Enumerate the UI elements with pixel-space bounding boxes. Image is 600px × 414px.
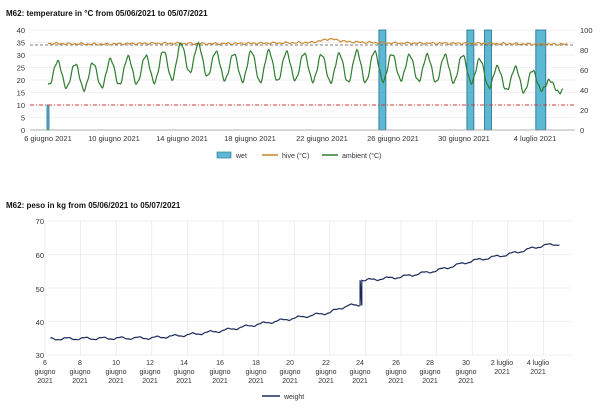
y-left-tick-35: 35	[17, 39, 25, 48]
y-right-tick-100: 100	[580, 26, 593, 35]
weight-chart-title: M62: peso in kg from 05/06/2021 to 05/07…	[6, 201, 181, 210]
wx-tick-12-giugno: 12 giugno 2021	[139, 360, 160, 385]
x-tick-4-luglio: 4 luglio 2021	[514, 134, 557, 143]
y-left-tick-10: 10	[17, 101, 25, 110]
y-right-tick-40: 40	[580, 86, 588, 95]
y-right-tick-80: 80	[580, 46, 588, 55]
y-right-tick-20: 20	[580, 106, 588, 115]
wx-tick-4-luglio: 4 luglio 2021	[527, 360, 549, 376]
y-left-tick-30: 30	[17, 51, 25, 60]
wx-tick-28-giugno: 28 giugno 2021	[419, 360, 440, 385]
wx-tick-26-giugno: 26 giugno 2021	[385, 360, 406, 385]
wx-tick-16-giugno: 16 giugno 2021	[209, 360, 230, 385]
hive-series-line	[47, 37, 568, 47]
wx-tick-14-giugno: 14 giugno 2021	[173, 360, 194, 385]
weight-chart: M62: peso in kg from 05/06/2021 to 05/07…	[6, 201, 572, 401]
y-tick-30: 30	[36, 351, 44, 360]
temperature-chart-title: M62: temperature in °C from 05/06/2021 t…	[6, 9, 208, 18]
ambient-series-line	[47, 41, 564, 95]
x-tick-30-giugno: 30 giugno 2021	[438, 134, 490, 143]
weight-gridlines	[44, 220, 572, 356]
legend-ambient-label: ambient (°C)	[342, 152, 381, 160]
y-left-tick-25: 25	[17, 64, 25, 73]
weight-series-line	[50, 243, 560, 341]
y-left-tick-40: 40	[17, 26, 25, 35]
legend-wet-swatch	[216, 151, 232, 159]
wx-tick-2-luglio: 2 luglio 2021	[491, 360, 513, 376]
legend-weight-label: weight	[283, 394, 304, 401]
temperature-chart: M62: temperature in °C from 05/06/2021 t…	[6, 9, 593, 160]
x-tick-14-giugno: 14 giugno 2021	[156, 134, 208, 143]
wx-tick-10-giugno: 10 giugno 2021	[105, 360, 126, 385]
x-tick-6-giugno: 6 giugno 2021	[24, 134, 72, 143]
wx-tick-6-giugno: 6 giugno 2021	[34, 360, 55, 385]
x-tick-26-giugno: 26 giugno 2021	[367, 134, 419, 143]
wet-bar-0	[46, 104, 50, 131]
y-right-tick-60: 60	[580, 66, 588, 75]
x-tick-18-giugno: 18 giugno 2021	[224, 134, 276, 143]
wx-tick-8-giugno: 8 giugno 2021	[69, 360, 90, 385]
y-tick-70: 70	[36, 217, 44, 226]
x-tick-10-giugno: 10 giugno 2021	[88, 134, 140, 143]
y-tick-50: 50	[36, 285, 44, 294]
wx-tick-24-giugno: 24 giugno 2021	[349, 360, 370, 385]
legend-wet-label: wet	[235, 153, 247, 160]
wx-tick-30-giugno: 30 giugno 2021	[455, 360, 476, 385]
wx-tick-18-giugno: 18 giugno 2021	[245, 360, 266, 385]
y-tick-60: 60	[36, 251, 44, 260]
y-left-tick-5: 5	[21, 114, 25, 123]
legend-hive-label: hive (°C)	[282, 152, 309, 160]
y-left-tick-20: 20	[17, 76, 25, 85]
y-right-tick-0: 0	[580, 126, 584, 135]
wx-tick-20-giugno: 20 giugno 2021	[279, 360, 300, 385]
y-left-tick-0: 0	[21, 126, 25, 135]
y-tick-40: 40	[36, 318, 44, 327]
y-left-tick-15: 15	[17, 89, 25, 98]
x-tick-22-giugno: 22 giugno 2021	[296, 134, 348, 143]
wx-tick-22-giugno: 22 giugno 2021	[315, 360, 336, 385]
